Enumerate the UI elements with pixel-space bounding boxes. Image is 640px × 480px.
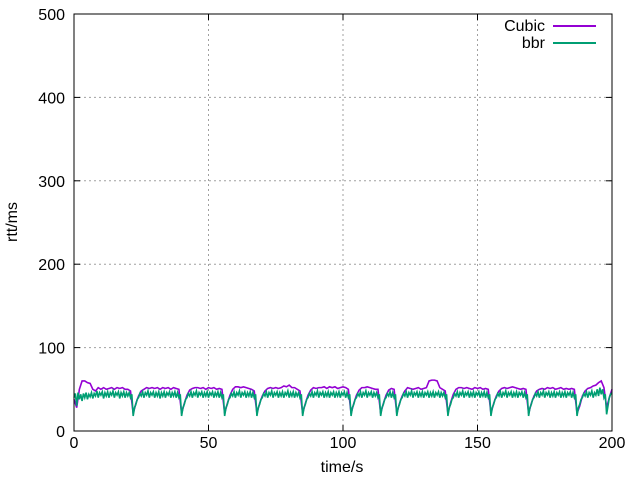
x-tick-label: 150 [464,435,491,452]
series-layer [73,379,613,417]
y-axis-ticks: 0 100 200 300 400 500 [38,7,612,441]
x-axis-ticks: 0 50 100 150 200 [70,14,626,452]
y-tick-label: 0 [56,424,65,441]
grid-lines [74,14,612,431]
x-tick-label: 50 [200,435,218,452]
series-line-cubic [73,379,613,414]
x-tick-label: 0 [70,435,79,452]
plot-frame [73,13,613,432]
y-tick-label: 500 [38,7,65,24]
y-tick-label: 400 [38,90,65,107]
y-tick-label: 300 [38,174,65,191]
y-axis-label: rtt/ms [4,202,21,242]
x-tick-label: 200 [599,435,626,452]
series-line-bbr [73,387,613,417]
legend-label-bbr: bbr [522,35,546,52]
x-axis-label: time/s [321,459,364,476]
x-tick-label: 100 [330,435,357,452]
y-tick-label: 100 [38,341,65,358]
y-tick-label: 200 [38,257,65,274]
legend-label-cubic: Cubic [504,18,545,35]
